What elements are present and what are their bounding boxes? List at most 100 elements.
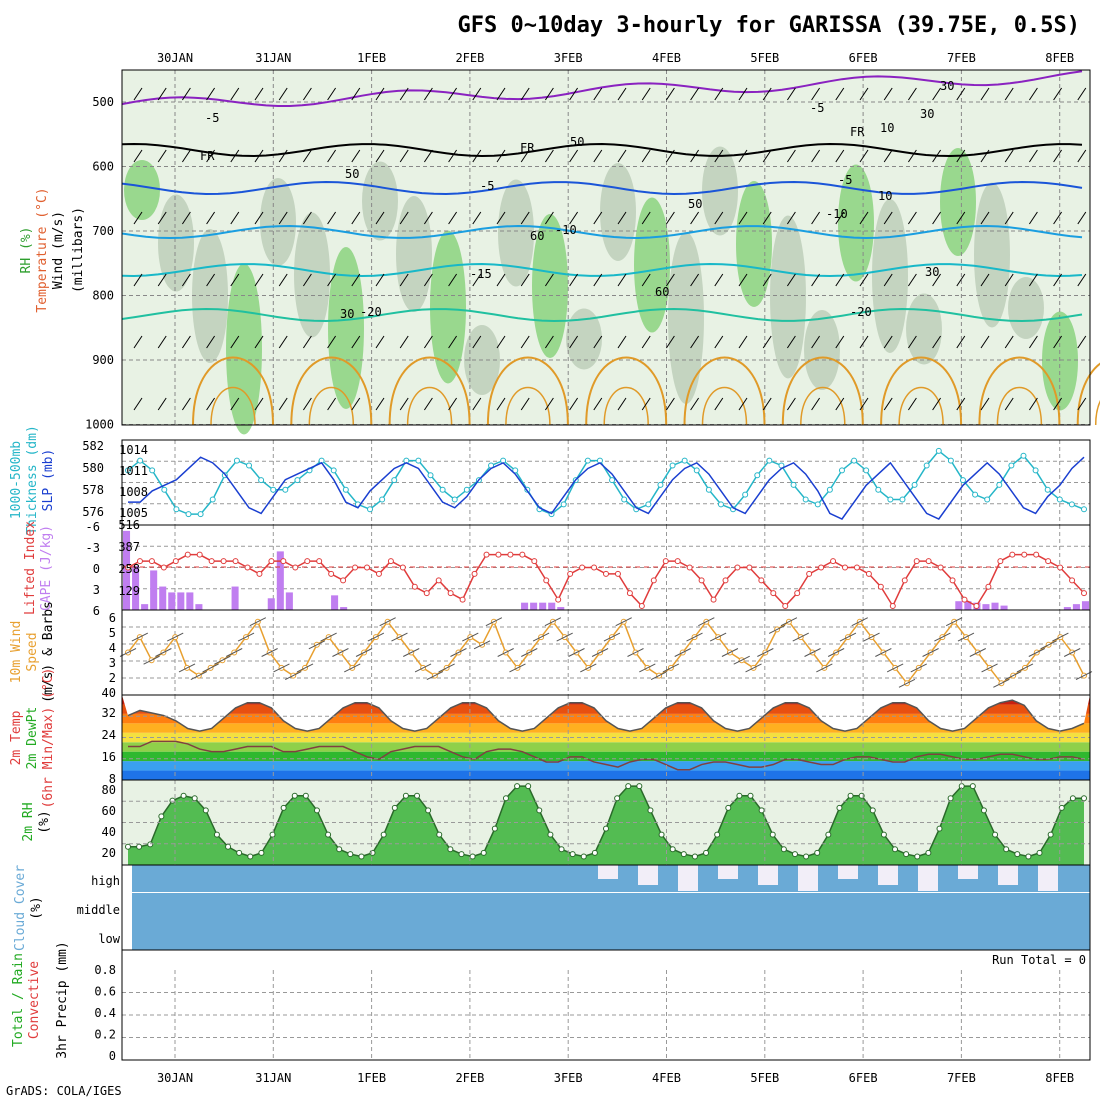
wind-barb	[230, 397, 240, 411]
wind-barb	[1077, 397, 1087, 411]
wind-barb	[351, 273, 361, 287]
rh-contour	[940, 148, 976, 256]
temperature-contour	[121, 70, 1083, 107]
lifted-index-line-point	[591, 564, 598, 571]
thickness-line-point	[367, 506, 374, 513]
thickness-line-point	[451, 496, 458, 503]
surface-wind-barb	[320, 632, 337, 642]
wind-barb	[859, 87, 869, 101]
pressure-tick: 500	[92, 95, 114, 109]
precip-tick: 0.4	[94, 1006, 116, 1020]
lifted-index-line-point	[698, 577, 705, 584]
wind-barb	[327, 87, 337, 101]
wind-barb	[665, 149, 675, 163]
surface-wind-barb	[355, 648, 373, 657]
lifted-index-line-point	[614, 570, 621, 577]
panel-frame	[121, 949, 1091, 1061]
wind-barb	[472, 335, 482, 349]
wind-barb	[157, 87, 167, 101]
temperature-contour	[898, 386, 944, 426]
lifted-index-tick: -3	[86, 541, 100, 555]
cape-bar	[177, 592, 185, 610]
wind-barb	[278, 87, 288, 101]
lifted-index-tick: 3	[93, 583, 100, 597]
wind-barb	[690, 335, 700, 349]
wind-barb	[786, 211, 796, 225]
surface-wind-barb	[556, 632, 573, 642]
wind-barb	[665, 87, 675, 101]
surface-wind-barb	[757, 648, 774, 657]
rh-line-point	[358, 853, 365, 860]
rh-line-point	[447, 846, 454, 853]
wind-barb	[496, 335, 506, 349]
wind-barb	[883, 87, 893, 101]
thickness-line-point	[415, 457, 422, 464]
wind-barb	[1004, 149, 1014, 163]
wind-barb	[157, 397, 167, 411]
contour-label: 30	[940, 79, 954, 93]
rh-line-point	[1003, 846, 1010, 853]
wind-barb	[907, 149, 917, 163]
lifted-index-line-point	[877, 583, 884, 590]
temperature-tick: 32	[102, 706, 116, 720]
wind-barb	[569, 273, 579, 287]
rh-line-point	[236, 849, 243, 856]
wind-barb	[665, 211, 675, 225]
cape-bar	[1081, 601, 1089, 610]
lifted-index-line-point	[782, 603, 789, 609]
date-label-top: 8FEB	[1045, 51, 1074, 65]
lifted-index-line-point	[328, 570, 335, 577]
thickness-line-point	[1044, 486, 1051, 493]
wind-barb	[423, 149, 433, 163]
rh-line-point	[714, 831, 721, 838]
surface-wind-barb	[1075, 671, 1093, 681]
rh-line-point	[391, 804, 398, 811]
wind-barb	[883, 397, 893, 411]
surface-wind-barb	[544, 617, 562, 627]
lifted-index-line-point	[734, 564, 741, 571]
contour-label: -10	[555, 223, 577, 237]
wind-barb	[569, 211, 579, 225]
lifted-index-line-point	[244, 564, 251, 571]
cloud-gap	[678, 865, 698, 891]
surface-wind-barb	[249, 617, 267, 627]
lifted-index-line-point	[674, 558, 681, 565]
lifted-index-line-point	[806, 570, 813, 577]
lifted-index-line-point	[471, 570, 478, 577]
rh-line-point	[569, 851, 576, 858]
wind-barb	[375, 273, 385, 287]
rh-line-point	[147, 841, 154, 848]
wind-barb	[133, 87, 143, 101]
temperature-contour	[1076, 362, 1100, 426]
wind-barb	[496, 397, 506, 411]
wind-barb	[1004, 397, 1014, 411]
wind-barb	[375, 149, 385, 163]
surface-wind-barb	[261, 648, 278, 657]
cloud-gap	[758, 865, 778, 885]
surface-wind-barb	[615, 617, 632, 627]
rh-contour	[600, 163, 636, 261]
wind-barb	[980, 211, 990, 225]
wind-barb	[254, 397, 264, 411]
panel-axis-label: Wind (m/s)	[51, 211, 66, 289]
date-label-top: 31JAN	[255, 51, 291, 65]
date-label-bottom: 31JAN	[255, 1071, 291, 1085]
slp-tick: 1008	[119, 485, 148, 499]
thickness-line-point	[790, 481, 797, 488]
lifted-index-line-point	[638, 603, 645, 609]
cape-tick: 258	[118, 562, 140, 576]
wind-barb	[157, 211, 167, 225]
lifted-index-line-point	[937, 564, 944, 571]
surface-wind-barb	[969, 648, 987, 657]
wind-barb	[980, 87, 990, 101]
lifted-index-line-point	[770, 590, 777, 597]
thickness-line-point	[282, 486, 289, 493]
wind-barb	[544, 397, 554, 411]
contour-label: 10	[878, 189, 892, 203]
wind-barb	[835, 397, 845, 411]
wind-barb	[617, 87, 627, 101]
surface-wind-barb	[214, 655, 231, 665]
wind-barb	[448, 149, 458, 163]
rh-line-point	[369, 849, 376, 856]
wind-barb	[690, 211, 700, 225]
